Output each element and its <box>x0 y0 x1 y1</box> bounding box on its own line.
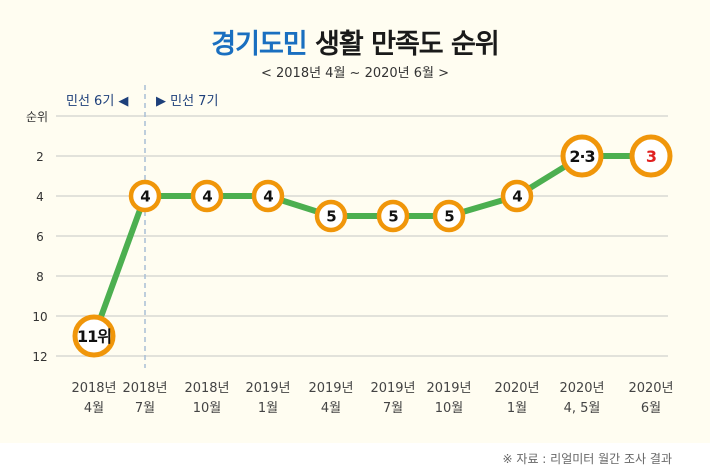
data-label: 3 <box>646 147 656 166</box>
source-note: ※ 자료 : 리얼미터 월간 조사 결과 <box>502 452 672 466</box>
x-tick-label: 4, 5월 <box>564 401 601 416</box>
x-tick-label: 2019년 <box>426 381 471 396</box>
data-label: 5 <box>444 208 454 226</box>
x-tick-label: 2019년 <box>245 381 290 396</box>
x-tick-label: 1월 <box>507 401 527 416</box>
data-point <box>629 134 673 178</box>
x-tick-label: 2018년 <box>122 381 167 396</box>
x-tick-label: 2019년 <box>370 381 415 396</box>
x-tick-label: 7월 <box>383 401 403 416</box>
series-line <box>91 153 651 338</box>
data-point <box>432 199 466 233</box>
title-rest: 생활 만족도 순위 <box>306 29 500 60</box>
data-point <box>72 314 116 358</box>
chart-subtitle: < 2018년 4월 ~ 2020년 6월 > <box>260 66 450 81</box>
data-point <box>190 179 224 213</box>
data-label: 4 <box>263 188 273 206</box>
chart-title: 경기도민 생활 만족도 순위 <box>0 22 710 61</box>
x-tick-label: 4월 <box>321 401 341 416</box>
data-label: 4 <box>140 188 150 206</box>
line-chart: 순위 2 4 6 8 10 12 2018년 4월 2018년 7월 2018년 10월 2019년 1월 2… <box>26 85 674 416</box>
y-axis-label: 순위 <box>26 110 48 124</box>
data-label: 4 <box>512 188 522 206</box>
y-tick-label: 4 <box>36 190 44 204</box>
x-tick-label: 2018년 <box>184 381 229 396</box>
data-point <box>128 179 162 213</box>
x-tick-label: 2018년 <box>71 381 116 396</box>
era-label-6: 민선 6기 ◀ <box>66 94 129 109</box>
data-point <box>376 199 410 233</box>
y-tick-label: 6 <box>36 230 44 244</box>
data-label: 11위 <box>77 327 111 346</box>
x-tick-label: 6월 <box>641 401 661 416</box>
data-point <box>251 179 285 213</box>
x-tick-label: 4월 <box>84 401 104 416</box>
y-tick-label: 10 <box>32 310 47 324</box>
x-tick-label: 2020년 <box>494 381 539 396</box>
era-label-7: ▶ 민선 7기 <box>156 94 219 109</box>
y-tick-label: 12 <box>32 350 47 364</box>
chart-panel <box>0 0 710 443</box>
y-tick-label: 2 <box>36 150 44 164</box>
x-tick-label: 2020년 <box>559 381 604 396</box>
x-tick-label: 2020년 <box>628 381 673 396</box>
x-tick-label: 2019년 <box>308 381 353 396</box>
x-tick-label: 10월 <box>193 401 222 416</box>
data-point <box>500 179 534 213</box>
x-tick-label: 10월 <box>435 401 464 416</box>
data-label: 4 <box>202 188 212 206</box>
data-label: 2·3 <box>569 147 594 166</box>
data-label: 5 <box>388 208 398 226</box>
title-highlight: 경기도민 <box>211 29 307 60</box>
data-point <box>314 199 348 233</box>
y-tick-label: 8 <box>36 270 44 284</box>
data-label: 5 <box>326 208 336 226</box>
x-tick-label: 7월 <box>135 401 155 416</box>
data-point <box>560 134 604 178</box>
x-tick-label: 1월 <box>258 401 278 416</box>
